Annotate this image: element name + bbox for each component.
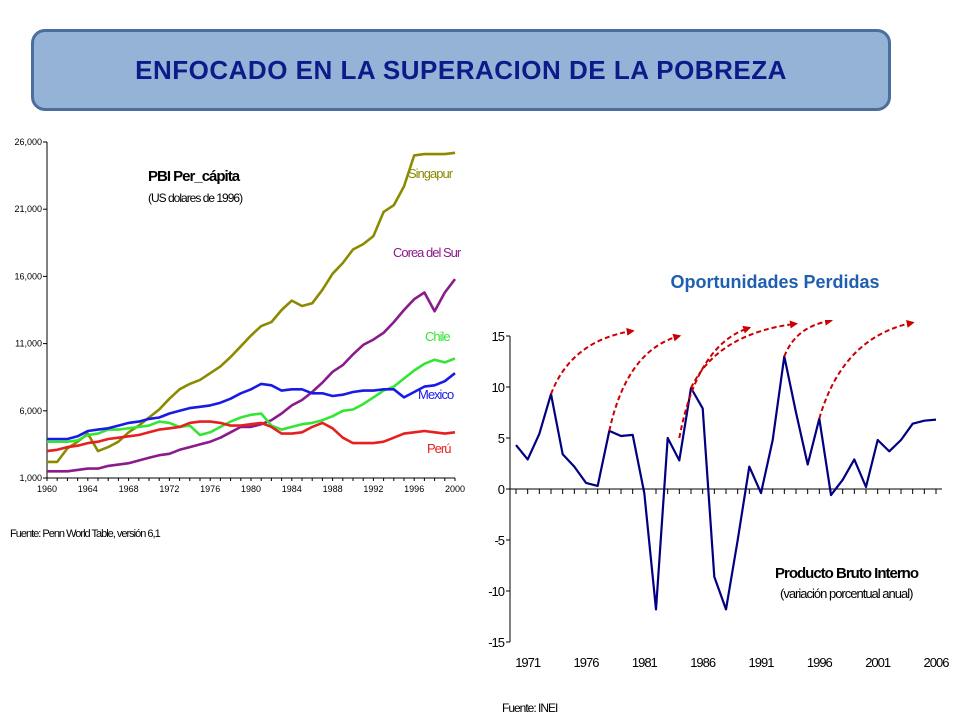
x-tick-label: 1968 bbox=[119, 484, 139, 494]
y-tick-label: -10 bbox=[488, 584, 505, 599]
missed-opportunity-arrow bbox=[783, 320, 833, 357]
y-tick-label: -15 bbox=[488, 635, 505, 650]
x-tick-label: 1964 bbox=[78, 484, 98, 494]
series-line-singapur bbox=[47, 151, 456, 464]
title-banner: ENFOCADO EN LA SUPERACION DE LA POBREZA bbox=[31, 29, 891, 111]
x-tick-label: 1988 bbox=[323, 484, 343, 494]
y-tick-label: -5 bbox=[494, 533, 504, 548]
y-tick-label: 21,000 bbox=[14, 204, 42, 214]
x-tick-label: 1976 bbox=[200, 484, 220, 494]
series-label-singapur: Singapur bbox=[408, 166, 454, 181]
y-tick-label: 5 bbox=[498, 431, 505, 446]
y-tick-label: 16,000 bbox=[14, 271, 42, 281]
x-tick-label: 1991 bbox=[749, 655, 775, 670]
chart-title: PBI Per_cápita bbox=[148, 168, 241, 185]
x-tick-label: 2000 bbox=[445, 484, 465, 494]
x-tick-label: 1984 bbox=[282, 484, 302, 494]
x-tick-label: 1980 bbox=[241, 484, 261, 494]
series-label-peru: Perú bbox=[427, 441, 451, 456]
slide-title: ENFOCADO EN LA SUPERACION DE LA POBREZA bbox=[135, 54, 787, 85]
gdp-growth-chart: 15 10 5 0 -5 -10 -15 1971 1976 1981 1986 1991 1996 20… bbox=[488, 320, 950, 715]
x-tick-label: 1960 bbox=[37, 484, 57, 494]
missed-opportunity-arrow bbox=[690, 320, 798, 389]
x-tick-label: 1981 bbox=[632, 655, 658, 670]
y-tick-label: 15 bbox=[492, 329, 505, 344]
x-tick-label: 1976 bbox=[574, 655, 600, 670]
chart-title: Producto Bruto Interno bbox=[775, 565, 919, 582]
chart-source: Fuente: Penn World Table, versión 6,1 bbox=[10, 528, 161, 540]
missed-opportunities-heading: Oportunidades Perdidas bbox=[670, 272, 880, 292]
x-tick-label: 1996 bbox=[404, 484, 424, 494]
series-line-peru bbox=[46, 420, 456, 453]
y-tick-label: 6,000 bbox=[19, 406, 42, 416]
gdp-growth-line bbox=[515, 355, 937, 611]
missed-opportunity-arrow bbox=[818, 320, 915, 419]
y-tick-label: 1,000 bbox=[19, 473, 42, 483]
series-label-mexico: Mexico bbox=[418, 387, 454, 402]
y-tick-label: 26,000 bbox=[14, 137, 42, 147]
series-line-corea-del-sur bbox=[47, 278, 457, 473]
missed-opportunity-arrow bbox=[678, 325, 752, 439]
x-tick-label: 1996 bbox=[807, 655, 833, 670]
x-tick-label: 1972 bbox=[159, 484, 179, 494]
missed-opportunity-arrow bbox=[608, 333, 682, 432]
chart-source: Fuente: INEI bbox=[502, 701, 558, 715]
x-tick-label: 2001 bbox=[865, 655, 891, 670]
y-tick-label: 11,000 bbox=[15, 339, 42, 349]
x-tick-label: 1986 bbox=[690, 655, 716, 670]
series-label-chile: Chile bbox=[425, 329, 450, 344]
x-tick-label: 2006 bbox=[924, 655, 950, 670]
chart-subtitle: (variación porcentual anual) bbox=[780, 586, 913, 601]
gdp-per-capita-chart: 1,000 6,000 11,000 16,000 21,000 26,000 1960 19… bbox=[10, 137, 465, 540]
chart-subtitle: (US dolares de 1996) bbox=[148, 191, 243, 205]
x-tick-label: 1971 bbox=[515, 655, 541, 670]
series-line-mexico bbox=[47, 372, 456, 441]
x-tick-label: 1992 bbox=[363, 484, 383, 494]
y-tick-label: 10 bbox=[492, 380, 505, 395]
missed-opportunity-arrow bbox=[550, 327, 635, 395]
y-tick-label: 0 bbox=[498, 482, 505, 497]
series-label-corea-del-sur: Corea del Sur bbox=[393, 245, 462, 260]
